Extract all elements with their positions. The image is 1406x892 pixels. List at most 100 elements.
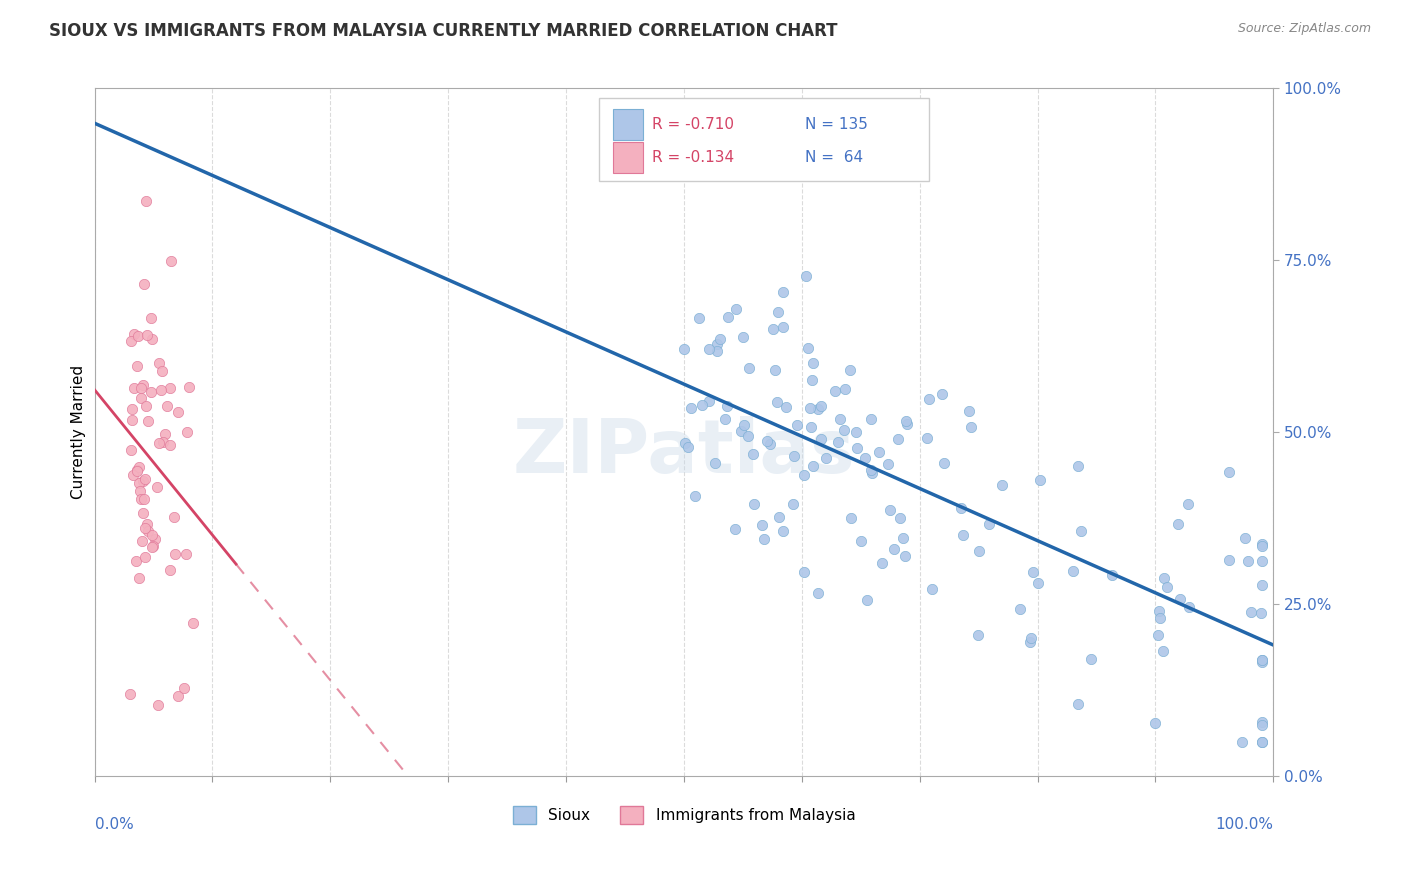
- Point: [714, 412, 737, 426]
- Point: [1146, 627, 1168, 641]
- Point: [1067, 697, 1090, 711]
- Point: [1250, 606, 1272, 620]
- Point: [977, 517, 1000, 532]
- Point: [876, 457, 898, 471]
- FancyBboxPatch shape: [613, 109, 643, 139]
- Point: [967, 544, 990, 558]
- Point: [1250, 653, 1272, 667]
- Point: [860, 466, 883, 480]
- Point: [883, 541, 905, 556]
- Point: [1250, 578, 1272, 592]
- Point: [733, 330, 755, 344]
- Point: [136, 524, 159, 538]
- Point: [706, 337, 728, 351]
- Point: [752, 532, 775, 546]
- Point: [896, 413, 918, 427]
- Point: [918, 392, 941, 406]
- Text: ZIPatlas: ZIPatlas: [513, 417, 855, 489]
- Point: [156, 399, 179, 413]
- Point: [870, 556, 893, 570]
- Point: [676, 440, 699, 454]
- Point: [122, 326, 145, 341]
- Point: [772, 320, 794, 334]
- Point: [807, 402, 830, 417]
- Point: [834, 423, 856, 437]
- Point: [139, 384, 162, 399]
- Point: [896, 417, 918, 431]
- Point: [889, 511, 911, 525]
- Point: [139, 311, 162, 326]
- Point: [856, 592, 879, 607]
- Point: [1143, 715, 1166, 730]
- Point: [136, 413, 159, 427]
- Text: 100.0%: 100.0%: [1215, 817, 1274, 832]
- Y-axis label: Currently Married: Currently Married: [72, 365, 86, 500]
- Point: [1167, 516, 1189, 531]
- Point: [142, 539, 165, 553]
- Point: [950, 501, 973, 516]
- Text: 0.0%: 0.0%: [94, 817, 134, 832]
- Point: [915, 431, 938, 445]
- Point: [166, 405, 188, 419]
- Point: [1168, 591, 1191, 606]
- Point: [772, 285, 794, 300]
- FancyBboxPatch shape: [613, 142, 643, 172]
- Point: [807, 585, 830, 599]
- Point: [129, 391, 152, 405]
- Point: [135, 328, 157, 343]
- Point: [849, 534, 872, 549]
- Point: [1149, 611, 1171, 625]
- Point: [162, 510, 184, 524]
- Point: [673, 343, 696, 357]
- Point: [128, 484, 150, 499]
- Point: [959, 419, 981, 434]
- Text: Source: ZipAtlas.com: Source: ZipAtlas.com: [1237, 22, 1371, 36]
- Point: [1019, 635, 1042, 649]
- Point: [141, 528, 163, 542]
- Point: [810, 432, 832, 446]
- Point: [179, 380, 201, 394]
- Point: [879, 503, 901, 517]
- Point: [838, 362, 860, 376]
- Point: [121, 402, 143, 417]
- Point: [120, 442, 142, 457]
- Point: [127, 329, 149, 343]
- Point: [125, 463, 148, 477]
- Point: [174, 547, 197, 561]
- Point: [129, 491, 152, 506]
- Point: [801, 459, 824, 474]
- Point: [868, 444, 890, 458]
- Point: [704, 456, 727, 470]
- Point: [159, 438, 181, 452]
- Point: [782, 449, 804, 463]
- Point: [894, 549, 917, 564]
- Point: [1029, 473, 1052, 487]
- Point: [131, 534, 153, 549]
- Point: [149, 384, 172, 398]
- Point: [152, 434, 174, 449]
- Point: [141, 540, 163, 554]
- Point: [792, 566, 814, 580]
- Point: [688, 310, 710, 325]
- Point: [159, 563, 181, 577]
- Point: [1250, 539, 1272, 553]
- Point: [794, 269, 817, 284]
- Point: [176, 425, 198, 439]
- Point: [762, 321, 785, 335]
- Point: [799, 401, 821, 416]
- Point: [141, 332, 163, 346]
- Point: [681, 401, 703, 416]
- Text: N = 135: N = 135: [806, 117, 869, 131]
- Point: [1230, 735, 1253, 749]
- Point: [134, 520, 156, 534]
- Point: [860, 412, 883, 426]
- Point: [125, 464, 148, 478]
- Point: [782, 497, 804, 511]
- Point: [839, 511, 862, 525]
- Point: [766, 394, 789, 409]
- Point: [934, 456, 956, 470]
- Point: [128, 460, 150, 475]
- Point: [1021, 565, 1043, 579]
- Point: [1250, 653, 1272, 667]
- Point: [167, 690, 190, 704]
